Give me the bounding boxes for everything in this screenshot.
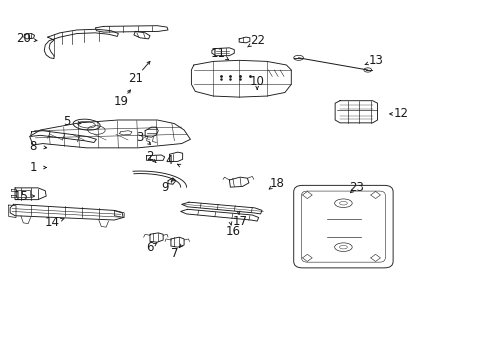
Text: 9: 9 bbox=[161, 181, 169, 194]
Text: 17: 17 bbox=[233, 215, 247, 228]
Text: 14: 14 bbox=[45, 216, 60, 229]
Text: 5: 5 bbox=[64, 114, 71, 127]
Text: 4: 4 bbox=[166, 154, 173, 167]
Text: 11: 11 bbox=[211, 47, 226, 60]
Text: 15: 15 bbox=[13, 190, 28, 203]
Text: 21: 21 bbox=[128, 72, 143, 85]
Text: 1: 1 bbox=[29, 161, 37, 174]
Text: 16: 16 bbox=[225, 225, 240, 238]
Text: 10: 10 bbox=[250, 75, 265, 88]
Text: 8: 8 bbox=[29, 140, 37, 153]
Text: 20: 20 bbox=[16, 32, 31, 45]
Text: 3: 3 bbox=[137, 131, 144, 144]
Text: 22: 22 bbox=[250, 34, 265, 47]
Text: 18: 18 bbox=[269, 177, 284, 190]
Text: 19: 19 bbox=[113, 95, 128, 108]
Text: 6: 6 bbox=[146, 241, 154, 255]
Text: 13: 13 bbox=[369, 54, 384, 67]
Text: 12: 12 bbox=[393, 107, 408, 120]
Text: 2: 2 bbox=[146, 150, 154, 163]
Text: 23: 23 bbox=[350, 181, 365, 194]
Text: 7: 7 bbox=[171, 247, 178, 260]
